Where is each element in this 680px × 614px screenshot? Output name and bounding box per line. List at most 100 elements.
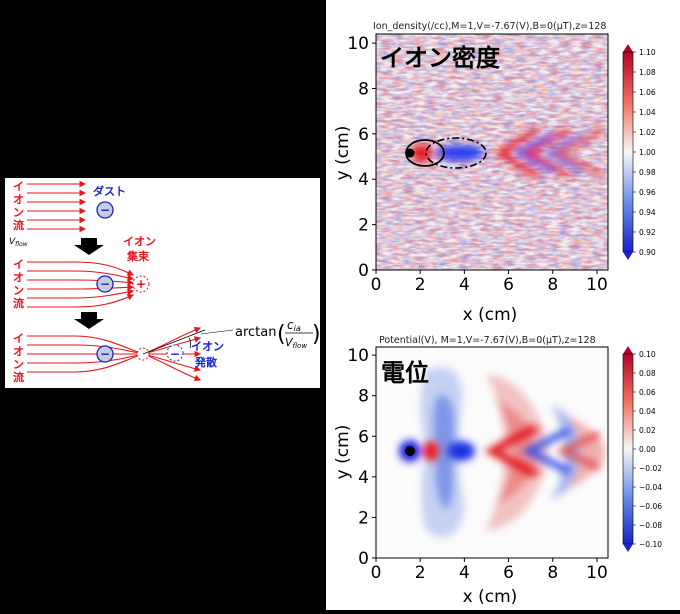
potential-contour-map (376, 347, 608, 558)
x-tick-label: 2 (415, 563, 426, 583)
x-tick-label: 2 (415, 275, 426, 295)
scatter-label-line2: 発散 (194, 355, 218, 369)
svg-text:流: 流 (13, 370, 24, 384)
colorbar-tick-label: 1.00 (639, 148, 656, 157)
ion-density-title: Ion_density(/cc),M=1,V=-7.67(V),B=0(μT),… (373, 21, 606, 32)
svg-text:+: + (136, 277, 146, 291)
svg-text:オ: オ (13, 271, 24, 284)
y-tick-label: 0 (358, 261, 369, 281)
arctan-formula: arctan ( cia Vflow ) (235, 318, 321, 350)
y-tick-label: 10 (347, 346, 369, 366)
svg-text:cia: cia (287, 318, 301, 333)
dust-position-marker (405, 148, 415, 158)
potential-xlabel: x (cm) (463, 587, 518, 607)
ion-density-colorbar: 1.10 1.08 1.06 1.04 1.02 1.00 0.98 0.96 0.94 0.92… (622, 44, 656, 260)
colorbar-tick-label: 0.92 (639, 228, 656, 237)
potential-y-ticks: 0 2 4 6 8 10 (347, 346, 376, 569)
svg-text:Vflow: Vflow (285, 336, 307, 350)
y-tick-label: 8 (358, 79, 369, 99)
ion-char-2: オ (13, 193, 24, 206)
colorbar-tick-label: 1.04 (639, 108, 656, 117)
y-tick-label: 4 (358, 468, 369, 488)
y-tick-label: 2 (358, 216, 369, 236)
plots-svg: Ion_density(/cc),M=1,V=-7.67(V),B=0(μT),… (333, 21, 662, 607)
colorbar-tick-label: 0.10 (639, 350, 656, 359)
svg-text:イ: イ (13, 332, 24, 345)
ion-density-x-ticks: 0 2 4 6 8 10 (371, 270, 608, 295)
focus-streamlines (27, 261, 135, 308)
dust-minus: − (100, 203, 110, 217)
ion-density-heatmap (376, 34, 608, 270)
ion-density-ylabel: y (cm) (333, 126, 353, 181)
x-tick-label: 4 (459, 275, 470, 295)
colorbar-tick-label: 0.06 (639, 388, 656, 397)
colorbar-tick-label: −0.10 (639, 540, 662, 549)
ion-flow-label-vertical: イ オ ン 流 (13, 180, 24, 232)
y-tick-label: 0 (358, 549, 369, 569)
down-arrow-icon (74, 238, 104, 255)
dust-grain-3: − (96, 345, 114, 363)
colorbar-tick-label: 0.90 (639, 248, 656, 257)
colorbar-tick-label: 0.04 (639, 407, 656, 416)
colorbar-tick-label: 1.02 (639, 128, 656, 137)
potential-colorbar: 0.10 0.08 0.06 0.04 0.02 0.00 −0.02 −0.04 −0.06 −… (622, 346, 662, 552)
x-tick-label: 8 (547, 275, 558, 295)
angle-line (142, 329, 206, 355)
colorbar-tick-label: −0.08 (639, 521, 662, 530)
ion-char-1: イ (13, 180, 24, 193)
schematic-svg: イ オ ン 流 ダスト − Vflow (9, 180, 321, 384)
ion-density-xlabel: x (cm) (463, 305, 518, 325)
angle-arc (188, 337, 191, 349)
x-tick-label: 10 (586, 275, 608, 295)
dust-label: ダスト (93, 184, 126, 198)
dust-position-marker-2 (405, 446, 415, 456)
potential-axes-frame (375, 346, 609, 559)
svg-text:流: 流 (13, 296, 24, 310)
colorbar-tick-label: 1.08 (639, 68, 656, 77)
x-tick-label: 6 (503, 563, 514, 583)
y-tick-label: 8 (358, 387, 369, 407)
x-tick-label: 10 (586, 563, 608, 583)
x-tick-label: 8 (547, 563, 558, 583)
ion-density-plot: Ion_density(/cc),M=1,V=-7.67(V),B=0(μT),… (333, 21, 656, 325)
ion-density-axes-frame (375, 33, 609, 271)
ion-char-3: ン (13, 206, 24, 219)
colorbar-tick-label: 0.08 (639, 369, 656, 378)
angle-leader (200, 329, 234, 335)
colorbar-tick-label: 1.10 (639, 48, 656, 57)
y-tick-label: 6 (358, 125, 369, 145)
x-tick-label: 0 (371, 563, 382, 583)
ion-density-jp-label: イオン密度 (380, 44, 501, 72)
focus-label-line1: イオン (123, 235, 156, 248)
ion-flow-schematic: イ オ ン 流 ダスト − Vflow (5, 178, 321, 388)
y-tick-label: 6 (358, 427, 369, 447)
row-ion-flow: イ オ ン 流 ダスト − Vflow (9, 180, 126, 248)
focus-label-line2: 集束 (126, 249, 150, 263)
svg-text:−: − (170, 347, 180, 361)
x-tick-label: 0 (371, 275, 382, 295)
y-tick-label: 10 (347, 34, 369, 54)
colorbar-tick-label: 0.94 (639, 208, 656, 217)
svg-text:−: − (100, 277, 110, 291)
y-tick-label: 4 (358, 170, 369, 190)
ion-density-y-ticks: 0 2 4 6 8 10 (347, 34, 376, 281)
potential-title: Potential(V), M=1,V=-7.67(V),B=0(μT),z=1… (379, 335, 596, 346)
colorbar-tick-label: −0.06 (639, 502, 662, 511)
svg-text:オ: オ (13, 345, 24, 358)
colorbar-tick-label: −0.04 (639, 483, 662, 492)
ion-char-4: 流 (13, 218, 24, 232)
svg-text:ン: ン (13, 284, 24, 297)
y-tick-label: 2 (358, 508, 369, 528)
x-tick-label: 4 (459, 563, 470, 583)
potential-x-ticks: 0 2 4 6 8 10 (371, 558, 608, 583)
potential-jp-label: 電位 (381, 359, 429, 387)
svg-text:イ: イ (13, 258, 24, 271)
negative-wake: − (166, 344, 184, 362)
down-arrow-icon-2 (74, 312, 104, 329)
potential-plot: Potential(V), M=1,V=-7.67(V),B=0(μT),z=1… (333, 335, 662, 607)
vflow-label: Vflow (9, 237, 28, 248)
